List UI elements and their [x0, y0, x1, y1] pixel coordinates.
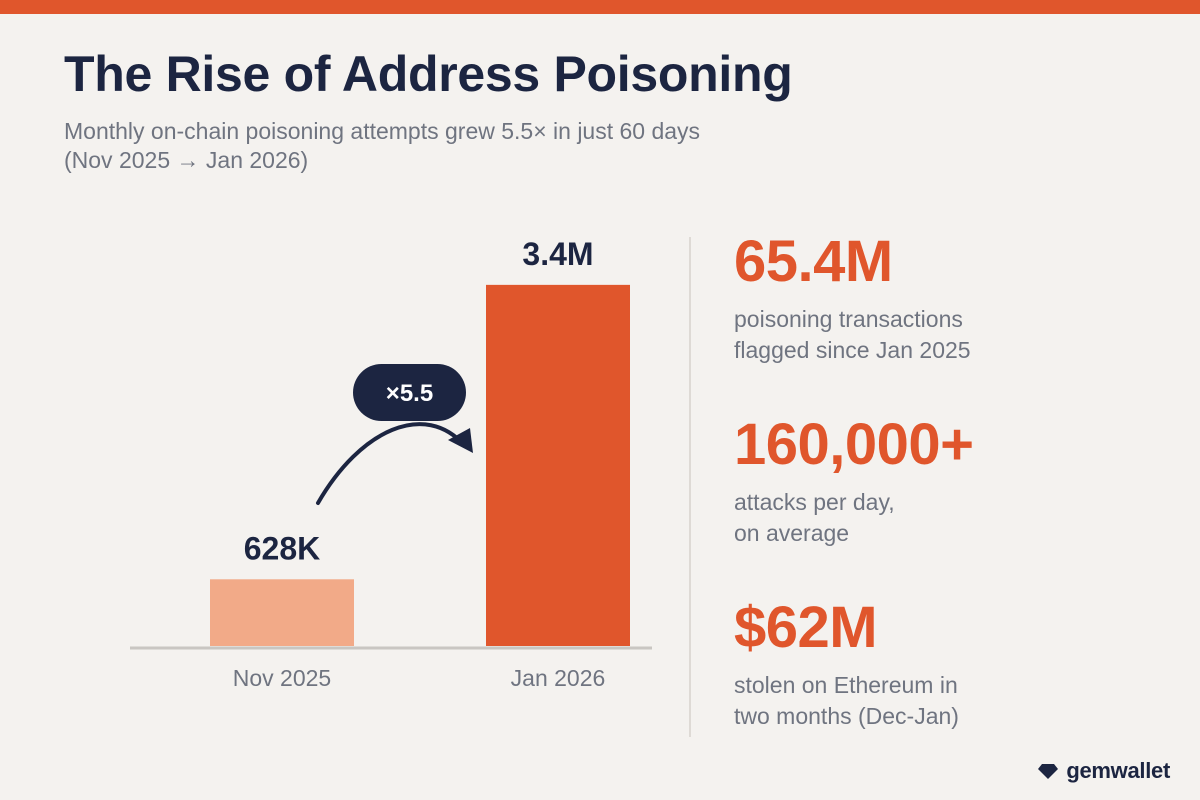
vertical-divider [689, 237, 691, 737]
stat-value: $62M [734, 595, 878, 660]
page-title: The Rise of Address Poisoning [64, 46, 793, 102]
stat-description: attacks per day, on average [734, 487, 1154, 549]
bar-value-label: 628K [244, 530, 321, 566]
x-tick-label: Nov 2025 [233, 665, 331, 691]
stat-description: poisoning transactions flagged since Jan… [734, 304, 1154, 366]
multiplier-pill [353, 364, 466, 421]
stat-value: 65.4M [734, 229, 893, 294]
stat-attacks-per-day: 160,000+ attacks per day, on average [734, 413, 1154, 549]
stat-stolen: $62M stolen on Ethereum in two months (D… [734, 596, 1154, 732]
subtitle-line-2: (Nov 2025 → Jan 2026) [64, 147, 309, 173]
gem-icon [1038, 764, 1059, 779]
bar-chart: 628K Nov 2025 3.4M Jan 2026 ×5.5 [130, 236, 652, 691]
stat-description-line: two months (Dec-Jan) [734, 703, 959, 729]
subtitle-line-1: Monthly on-chain poisoning attempts grew… [64, 118, 701, 144]
stat-description-line: attacks per day, [734, 489, 895, 515]
bar-value-label: 3.4M [522, 236, 593, 272]
top-accent-bar [0, 0, 1200, 14]
bar-nov-2025 [210, 579, 354, 646]
stat-description-line: flagged since Jan 2025 [734, 337, 971, 363]
stat-value: 160,000+ [734, 412, 974, 477]
stat-transactions: 65.4M poisoning transactions flagged sin… [734, 230, 1154, 366]
x-tick-label: Jan 2026 [511, 665, 606, 691]
stat-description-line: poisoning transactions [734, 306, 963, 332]
brand-logo: gemwallet [1038, 758, 1170, 784]
stat-description: stolen on Ethereum in two months (Dec-Ja… [734, 670, 1154, 732]
brand-name: gemwallet [1066, 758, 1170, 783]
stat-description-line: on average [734, 520, 850, 546]
stat-description-line: stolen on Ethereum in [734, 672, 958, 698]
multiplier-label: ×5.5 [386, 380, 433, 407]
bar-jan-2026 [486, 284, 630, 646]
page-subtitle: Monthly on-chain poisoning attempts grew… [64, 117, 824, 175]
growth-arrowhead [448, 428, 473, 453]
growth-arrow [316, 422, 467, 505]
